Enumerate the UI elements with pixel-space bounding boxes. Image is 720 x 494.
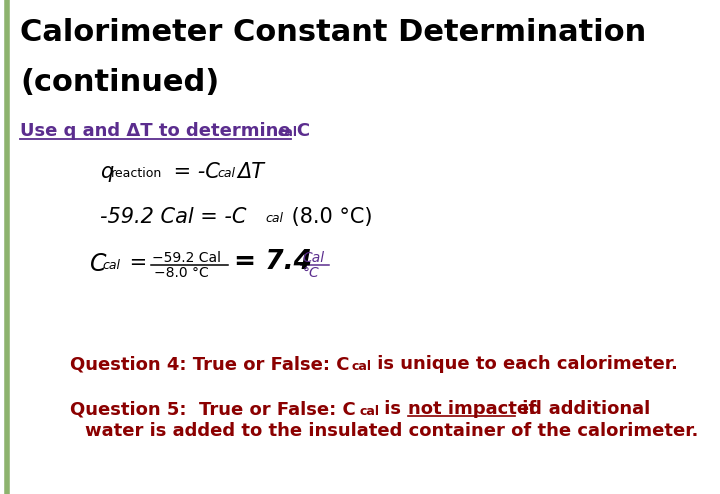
Text: cal: cal <box>102 259 120 272</box>
Text: if  additional: if additional <box>516 400 650 418</box>
Text: Calorimeter Constant Determination: Calorimeter Constant Determination <box>20 18 647 47</box>
Text: =: = <box>123 253 148 273</box>
Text: cal: cal <box>278 126 298 139</box>
Text: not impacted: not impacted <box>408 400 542 418</box>
Text: water is added to the insulated container of the calorimeter.: water is added to the insulated containe… <box>85 422 698 440</box>
Text: Cal: Cal <box>302 251 324 265</box>
Text: cal: cal <box>360 405 380 418</box>
Text: Use q and ΔT to determine C: Use q and ΔT to determine C <box>20 122 310 140</box>
Text: °C: °C <box>303 266 320 280</box>
Text: q: q <box>100 162 113 182</box>
Text: ΔT: ΔT <box>237 162 264 182</box>
Text: (8.0 °C): (8.0 °C) <box>285 207 372 227</box>
Text: is unique to each calorimeter.: is unique to each calorimeter. <box>371 355 678 373</box>
Text: C: C <box>90 252 107 276</box>
Text: Question 5:  True or False: C: Question 5: True or False: C <box>70 400 356 418</box>
Text: −59.2 Cal: −59.2 Cal <box>152 251 221 265</box>
Text: = -C: = -C <box>167 162 220 182</box>
Text: Question 4: True or False: C: Question 4: True or False: C <box>70 355 349 373</box>
Text: is: is <box>378 400 408 418</box>
Text: cal: cal <box>265 212 283 225</box>
Text: cal: cal <box>217 167 235 180</box>
Text: (continued): (continued) <box>20 68 220 97</box>
Text: -59.2 Cal = -C: -59.2 Cal = -C <box>100 207 246 227</box>
Text: = 7.4: = 7.4 <box>234 249 312 275</box>
Text: −8.0 °C: −8.0 °C <box>154 266 209 280</box>
Text: reaction: reaction <box>111 167 162 180</box>
Text: cal: cal <box>352 360 372 373</box>
